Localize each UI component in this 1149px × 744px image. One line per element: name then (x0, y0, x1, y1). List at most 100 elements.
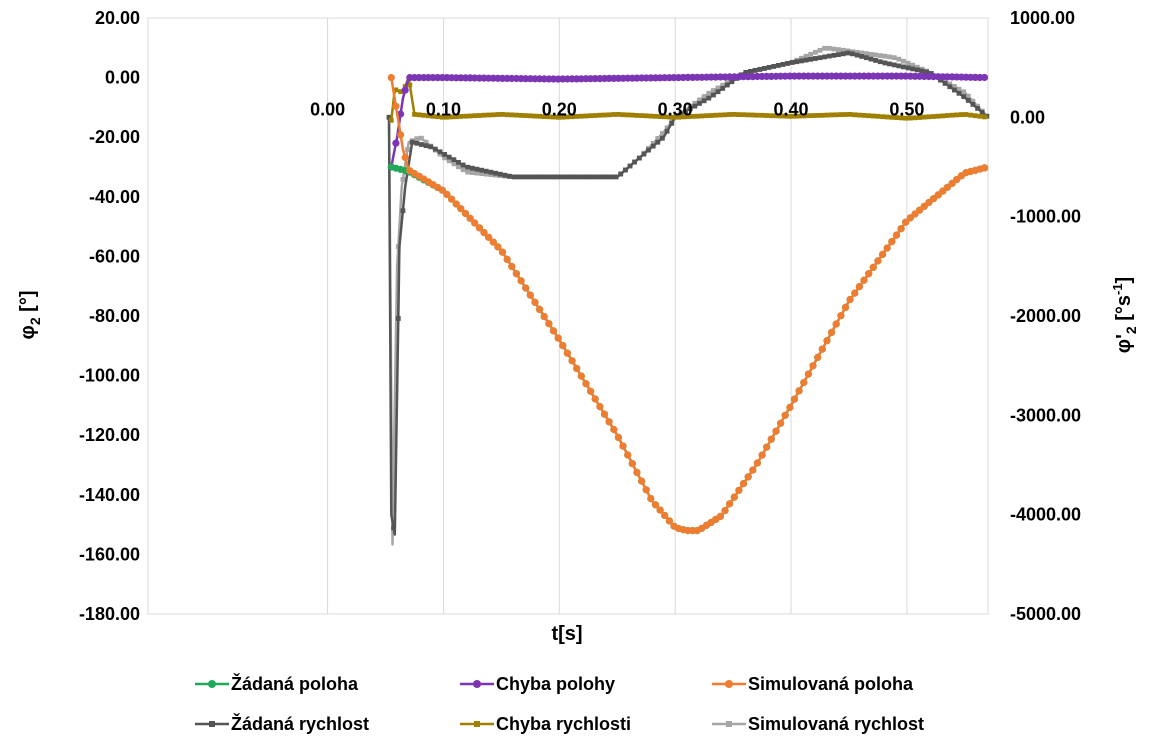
data-point (767, 435, 775, 443)
data-point (970, 98, 976, 104)
data-point (485, 233, 493, 241)
series-layer (386, 45, 990, 546)
data-point (651, 501, 660, 509)
data-point (859, 50, 865, 56)
data-point (541, 114, 547, 119)
data-point (474, 166, 480, 172)
data-point (945, 113, 950, 118)
data-point (741, 112, 746, 118)
data-point (512, 270, 521, 278)
data-point (610, 425, 618, 434)
data-point (980, 164, 989, 172)
data-point (465, 164, 471, 170)
data-point (518, 113, 524, 118)
data-point (419, 142, 424, 147)
data-point (795, 387, 803, 395)
data-point (446, 158, 452, 164)
data-point (517, 277, 525, 285)
data-point (628, 460, 636, 468)
data-point (758, 451, 766, 459)
data-point (497, 171, 503, 177)
data-point (917, 115, 922, 120)
data-point (786, 403, 794, 411)
data-point (926, 114, 932, 120)
data-point (877, 53, 883, 58)
legend-swatch-marker (474, 721, 480, 727)
data-point (599, 174, 605, 180)
legend-item: Žádaná poloha (195, 673, 359, 694)
data-point (503, 255, 511, 263)
data-point (669, 120, 675, 126)
data-point (845, 50, 851, 56)
data-point (731, 112, 737, 117)
data-point (716, 512, 725, 521)
data-point (924, 69, 929, 75)
data-point (391, 525, 396, 531)
data-point (935, 113, 941, 119)
data-point (947, 81, 953, 87)
data-point (660, 131, 665, 136)
data-point (833, 112, 839, 118)
data-point (979, 110, 985, 115)
data-point (762, 66, 767, 71)
data-point (942, 81, 948, 86)
data-point (869, 263, 877, 271)
data-point (809, 362, 817, 370)
data-point (919, 68, 925, 74)
data-point (392, 139, 400, 147)
data-point (480, 229, 488, 237)
data-point (836, 47, 841, 52)
data-point (938, 77, 943, 83)
data-point (432, 146, 438, 152)
data-point (577, 372, 585, 380)
data-point (563, 349, 572, 357)
data-point (739, 480, 748, 488)
data-point (887, 54, 892, 60)
data-point (704, 113, 709, 119)
data-point (866, 113, 872, 119)
series-line (390, 74, 989, 168)
data-point (683, 109, 688, 114)
data-point (877, 59, 883, 65)
data-point (730, 493, 738, 501)
data-point (423, 139, 429, 145)
data-point (587, 387, 595, 395)
data-point (832, 320, 840, 328)
data-point (868, 56, 874, 62)
data-point (620, 112, 626, 118)
data-point (870, 113, 876, 119)
data-point (961, 94, 967, 99)
data-point (498, 248, 507, 256)
data-point (847, 112, 853, 117)
left-tick-label: -180.00 (79, 604, 140, 624)
data-point (753, 459, 762, 467)
right-tick-label: -2000.00 (1010, 306, 1081, 326)
data-point (667, 114, 672, 120)
data-point (534, 174, 540, 180)
data-point (627, 163, 633, 169)
data-point (551, 114, 556, 120)
data-point (393, 87, 399, 93)
data-point (592, 113, 598, 118)
data-point (479, 171, 485, 176)
data-point (632, 159, 637, 165)
data-point (555, 114, 561, 120)
left-tick-label: -160.00 (79, 544, 140, 564)
data-point (559, 342, 567, 350)
data-point (412, 112, 417, 117)
data-point (729, 79, 735, 85)
legend-label: Chyba rychlosti (496, 714, 631, 734)
data-point (471, 219, 479, 227)
data-point (755, 112, 760, 118)
data-point (489, 238, 497, 246)
legend-label: Žádaná poloha (231, 673, 359, 694)
data-point (796, 113, 802, 119)
data-point (813, 49, 818, 55)
data-point (778, 113, 783, 119)
data-point (472, 113, 478, 119)
data-point (437, 149, 443, 155)
data-point (860, 276, 868, 284)
data-point (409, 139, 415, 145)
data-point (453, 114, 459, 120)
series-line (390, 165, 989, 532)
